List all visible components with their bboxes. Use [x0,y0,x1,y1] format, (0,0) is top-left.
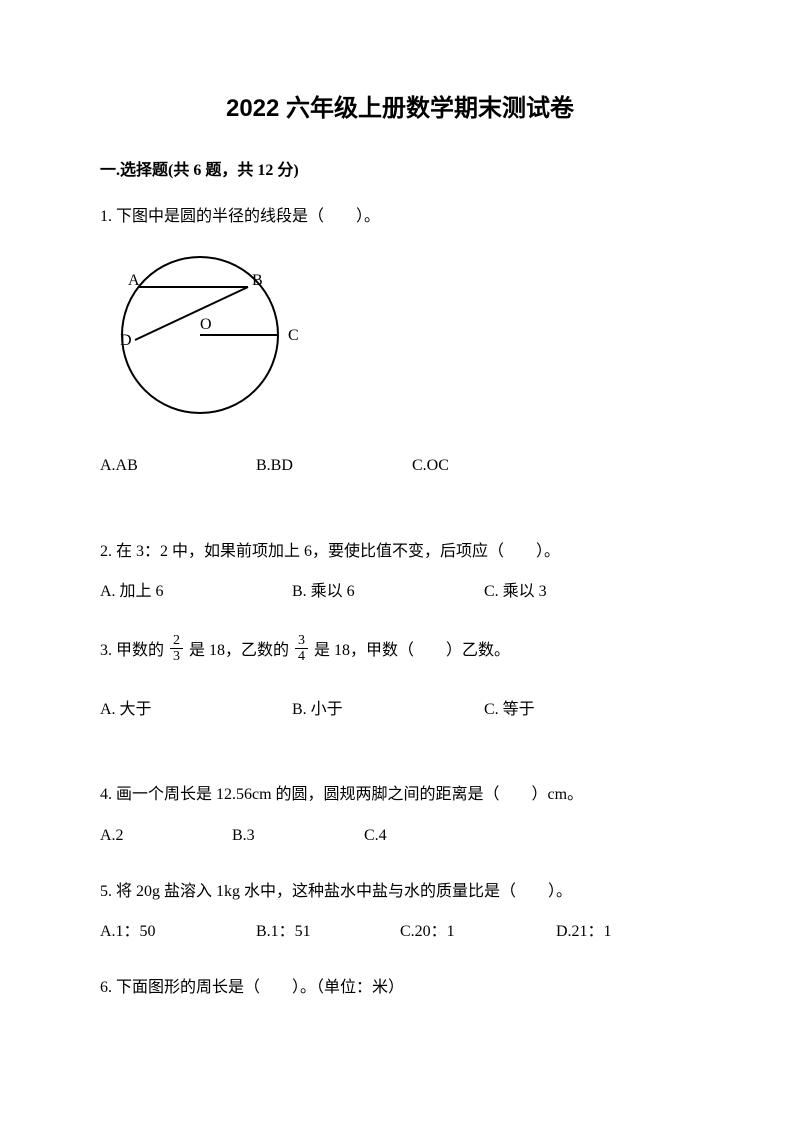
q5-option-d: D.21：1 [556,919,700,945]
q3-mid2: 是 18，甲数（ ）乙数。 [314,638,510,664]
q1-option-a: A.AB [100,453,256,479]
q3-option-a: A. 大于 [100,697,292,723]
line-bd [135,287,248,340]
question-1: 1. 下图中是圆的半径的线段是（ ）。 A B C D O A.AB B.BD … [100,204,700,479]
q4-options: A.2 B.3 C.4 [100,823,700,849]
page-title: 2022 六年级上册数学期末测试卷 [100,90,700,128]
q5-option-a: A.1：50 [100,919,256,945]
question-2: 2. 在 3：2 中，如果前项加上 6，要使比值不变，后项应（ ）。 A. 加上… [100,539,700,605]
q3-mid1: 是 18，乙数的 [189,638,289,664]
q5-text: 5. 将 20g 盐溶入 1kg 水中，这种盐水中盐与水的质量比是（ ）。 [100,879,700,905]
q3-fraction-1: 2 3 [170,633,183,665]
q3-text: 3. 甲数的 2 3 是 18，乙数的 3 4 是 18，甲数（ ）乙数。 [100,635,700,667]
q1-diagram: A B C D O [100,245,700,434]
question-6: 6. 下面图形的周长是（ ）。（单位：米） [100,975,700,1001]
q1-option-c: C.OC [412,453,568,479]
question-5: 5. 将 20g 盐溶入 1kg 水中，这种盐水中盐与水的质量比是（ ）。 A.… [100,879,700,945]
q5-options: A.1：50 B.1：51 C.20：1 D.21：1 [100,919,700,945]
question-4: 4. 画一个周长是 12.56cm 的圆，圆规两脚之间的距离是（ ）cm。 A.… [100,782,700,848]
q3-prefix: 3. 甲数的 [100,638,164,664]
q2-option-b: B. 乘以 6 [292,579,484,605]
q6-text: 6. 下面图形的周长是（ ）。（单位：米） [100,975,700,1001]
label-c: C [288,327,299,344]
label-a: A [128,272,140,289]
q3-frac2-num: 3 [295,633,308,649]
q1-text: 1. 下图中是圆的半径的线段是（ ）。 [100,204,700,230]
label-d: D [120,332,132,349]
q3-option-c: C. 等于 [484,697,676,723]
q2-options: A. 加上 6 B. 乘以 6 C. 乘以 3 [100,579,700,605]
q3-fraction-2: 3 4 [295,633,308,665]
q2-option-c: C. 乘以 3 [484,579,676,605]
section-header: 一.选择题(共 6 题，共 12 分) [100,158,700,184]
q3-frac1-den: 3 [170,649,183,664]
q3-options: A. 大于 B. 小于 C. 等于 [100,697,700,723]
q3-frac1-num: 2 [170,633,183,649]
question-3: 3. 甲数的 2 3 是 18，乙数的 3 4 是 18，甲数（ ）乙数。 A.… [100,635,700,722]
q4-option-a: A.2 [100,823,232,849]
q1-option-b: B.BD [256,453,412,479]
q2-text: 2. 在 3：2 中，如果前项加上 6，要使比值不变，后项应（ ）。 [100,539,700,565]
label-b: B [252,272,263,289]
circle-diagram-svg: A B C D O [100,245,320,425]
q2-option-a: A. 加上 6 [100,579,292,605]
q4-option-b: B.3 [232,823,364,849]
label-o: O [200,316,212,333]
q4-option-c: C.4 [364,823,496,849]
q3-frac2-den: 4 [295,649,308,664]
q1-options: A.AB B.BD C.OC [100,453,700,479]
q3-option-b: B. 小于 [292,697,484,723]
q5-option-c: C.20：1 [400,919,556,945]
q4-text: 4. 画一个周长是 12.56cm 的圆，圆规两脚之间的距离是（ ）cm。 [100,782,700,808]
q5-option-b: B.1：51 [256,919,400,945]
